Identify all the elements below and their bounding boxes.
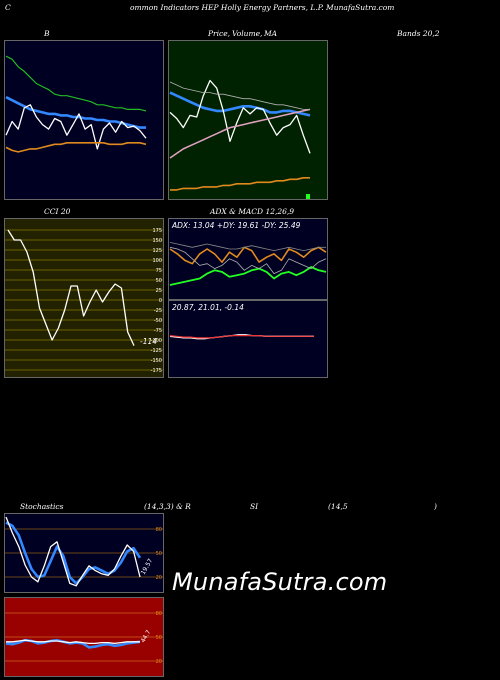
cci-tick-label: 100 [152,258,162,264]
bollinger-frame [4,40,164,200]
price-ma-volume-series-gray-line [169,81,310,110]
adx-values-label: ADX: 13.04 +DY: 19.61 -DY: 25.49 [171,221,301,230]
price-ma-frame [168,40,328,200]
rsi-tick-label: 20 [156,659,162,665]
cci-tick-label: 75 [156,268,162,274]
bollinger-bands-series-orange-line [5,142,147,153]
bands-b-label: B [44,29,50,38]
macd-series-red-line [169,334,314,339]
bollinger-bands-series-green-line [5,55,147,112]
close-paren-label: ) [434,502,437,511]
cci-series-white-line [7,229,135,346]
adx-series-bright_green-line [169,266,327,286]
cci-value-label: -114 [140,337,157,346]
macd-chart: 20.87, 21.01, -0.14 [168,300,328,378]
adx-series-gray2-line [169,242,326,251]
rsi-tick-label: 80 [156,611,162,617]
price-ma-volume-series-orange-line [170,177,310,191]
macd-values-label: 20.87, 21.01, -0.14 [172,303,244,312]
price-ma-volume-series-blue-line [169,91,311,117]
page-title: ommon Indicators HEP Holly Energy Partne… [130,3,395,12]
cci-tick-label: -100 [151,338,162,344]
cci-tick-label: -125 [151,348,162,354]
adx-series-gray-line [169,246,327,274]
stoch-tick-label: 80 [156,527,162,533]
cci-tick-label: 175 [152,228,162,234]
bollinger-bands-series-white-line [5,104,147,150]
cci-tick-label: 0 [159,298,162,304]
cci-tick-label: -150 [151,358,162,364]
stoch-label: Stochastics [20,502,64,511]
adx-chart: ADX: 13.04 +DY: 19.61 -DY: 25.49 [168,218,328,300]
ma-label: MA [264,29,278,38]
cci-tick-label: 25 [156,288,162,294]
stoch-tick-label: 20 [156,575,162,581]
price-label: Price, [208,29,231,38]
rsi-params-label: (14,5 [328,502,348,511]
watermark: MunafaSutra.com [172,568,388,596]
cci-tick-label: 150 [152,238,162,244]
cci-chart: 175 150 125 100 75 50 25 0 -25 -50 -75 -100 -125 -150… [4,218,164,378]
cci-tick-label: -175 [151,368,162,374]
rsi-series-white-line [6,639,140,645]
rsi-label: SI [250,502,259,511]
rsi-tick-label: 50 [156,635,162,641]
stochastics-series-white-line [5,516,141,587]
stoch-tick-label: 50 [156,551,162,557]
price-ma-chart [168,40,328,200]
cci-tick-label: -25 [154,308,162,314]
cci-label: CCI 20 [44,207,71,216]
price-ma-volume-series-pink-line [169,108,311,159]
header-c: C [5,3,11,12]
bollinger-bands-chart [4,40,164,200]
stochastics-series-blue-line [5,521,142,585]
bands-label: Bands 20,2 [397,29,440,38]
adx-macd-label: ADX & MACD 12,26,9 [210,207,295,216]
price-ma-volume-series-white-line [169,79,311,154]
volume-bar [306,194,310,199]
cci-tick-label: -50 [154,318,162,324]
stoch-params-label: (14,3,3) & R [144,502,191,511]
cci-frame [4,218,164,378]
volume-label: Volume, [232,29,263,38]
cci-tick-label: -75 [154,328,162,334]
macd-frame [168,300,328,378]
adx-series-orange-line [169,246,327,265]
cci-tick-label: 125 [152,248,162,254]
cci-tick-label: 50 [156,278,162,284]
